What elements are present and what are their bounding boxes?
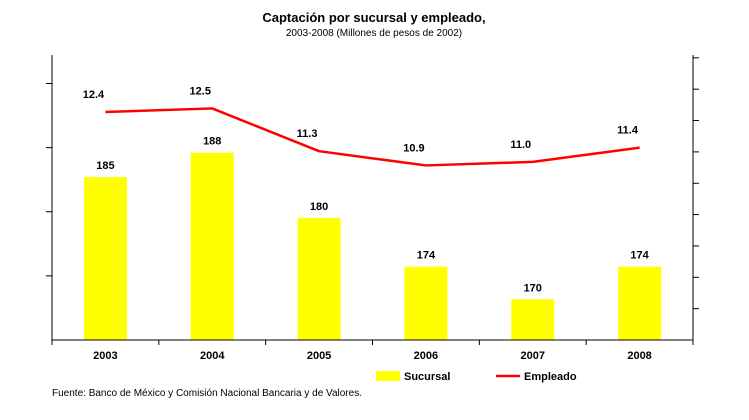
chart-subtitle: 2003-2008 (Millones de pesos de 2002): [286, 28, 462, 39]
legend: Sucursal Empleado: [376, 371, 577, 383]
axes: [46, 55, 699, 345]
bar-label-2007: 170: [524, 282, 542, 294]
bar-label-2006: 174: [417, 250, 436, 262]
bar-2005: [297, 217, 341, 340]
legend-swatch-sucursal: [376, 371, 400, 381]
x-tick-label-2005: 2005: [307, 350, 331, 362]
x-tick-label-2004: 2004: [200, 350, 225, 362]
line-series: [105, 107, 640, 167]
x-tick-label-2006: 2006: [414, 350, 438, 362]
empleado-line: [105, 107, 640, 167]
x-tick-label-2003: 2003: [93, 350, 117, 362]
line-label-2004: 12.5: [190, 85, 211, 97]
line-label-2005: 11.3: [297, 128, 318, 140]
bar-2003: [83, 177, 127, 340]
line-label-2007: 11.0: [510, 139, 531, 151]
legend-label-sucursal: Sucursal: [404, 371, 450, 383]
legend-label-empleado: Empleado: [524, 371, 577, 383]
bar-series: [83, 152, 662, 340]
bar-2004: [190, 152, 234, 340]
source-note: Fuente: Banco de México y Comisión Nacio…: [52, 388, 362, 399]
bar-label-2003: 185: [96, 160, 114, 172]
line-label-2008: 11.4: [617, 125, 639, 137]
bar-2008: [618, 266, 662, 340]
line-label-2006: 10.9: [403, 142, 424, 154]
x-tick-labels: 2003 2004 2005 2006 2007 2008: [93, 350, 652, 362]
bar-2007: [511, 299, 555, 340]
data-labels: 185 188 180 174 170 174 12.4 12.5 11.3 10.9 11.0 11…: [83, 85, 650, 294]
line-label-2003: 12.4: [83, 89, 105, 101]
x-tick-label-2008: 2008: [627, 350, 651, 362]
bar-2006: [404, 266, 448, 340]
bar-label-2008: 174: [630, 250, 649, 262]
x-tick-label-2007: 2007: [521, 350, 545, 362]
bar-label-2005: 180: [310, 201, 328, 213]
chart-title: Captación por sucursal y empleado,: [262, 10, 485, 25]
bar-label-2004: 188: [203, 136, 221, 148]
